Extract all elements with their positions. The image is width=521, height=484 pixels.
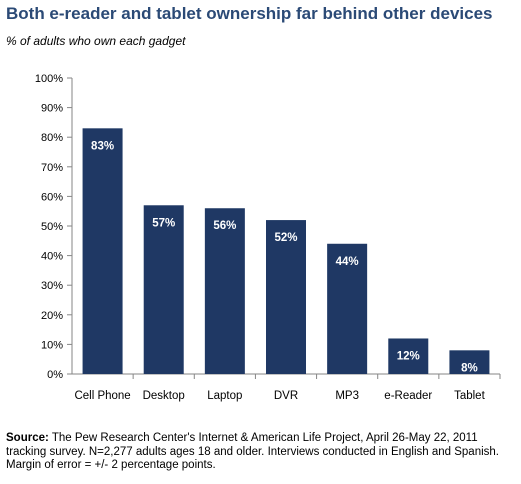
y-tick-label: 20% (41, 310, 63, 322)
x-tick-label: DVR (274, 390, 298, 402)
bar-chart: 0% 10% 20% 30% 40% 50% 60% 70% 80% 90% 100% 83% Cell… (35, 73, 501, 402)
source-label: Source: (6, 432, 49, 444)
bar (388, 338, 429, 374)
x-tick-label: Laptop (207, 390, 242, 402)
x-tick-label: MP3 (335, 390, 359, 402)
x-tick-label: Cell Phone (74, 390, 130, 402)
y-tick-label: 30% (41, 280, 63, 292)
data-label: 56% (213, 220, 236, 232)
data-label: 8% (461, 362, 478, 374)
y-tick-label: 100% (35, 73, 63, 85)
y-tick-label: 80% (41, 132, 63, 144)
y-tick-label: 70% (41, 162, 63, 174)
data-label: 57% (152, 217, 175, 229)
y-tick-label: 0% (47, 369, 63, 381)
x-tick-label: Tablet (454, 390, 485, 402)
y-tick-label: 90% (41, 103, 63, 115)
chart-title: Both e-reader and tablet ownership far b… (6, 4, 493, 23)
source-text: The Pew Research Center's Internet & Ame… (6, 432, 499, 471)
bar (143, 205, 184, 374)
data-label: 83% (91, 140, 114, 152)
bar (82, 128, 123, 374)
bar (266, 220, 306, 374)
y-tick-label: 10% (41, 339, 63, 351)
y-tick-label: 60% (41, 191, 63, 203)
source-note: Source: The Pew Research Center's Intern… (6, 432, 518, 473)
y-tick-label: 50% (41, 221, 63, 233)
bar (327, 243, 368, 374)
chart-subtitle: % of adults who own each gadget (6, 34, 186, 48)
bar (204, 208, 245, 374)
data-label: 52% (274, 232, 297, 244)
data-label: 12% (397, 350, 420, 362)
y-tick-label: 40% (41, 251, 63, 263)
data-label: 44% (336, 256, 359, 268)
bar (449, 350, 490, 374)
x-tick-label: Desktop (143, 390, 185, 402)
x-tick-label: e-Reader (384, 390, 432, 402)
